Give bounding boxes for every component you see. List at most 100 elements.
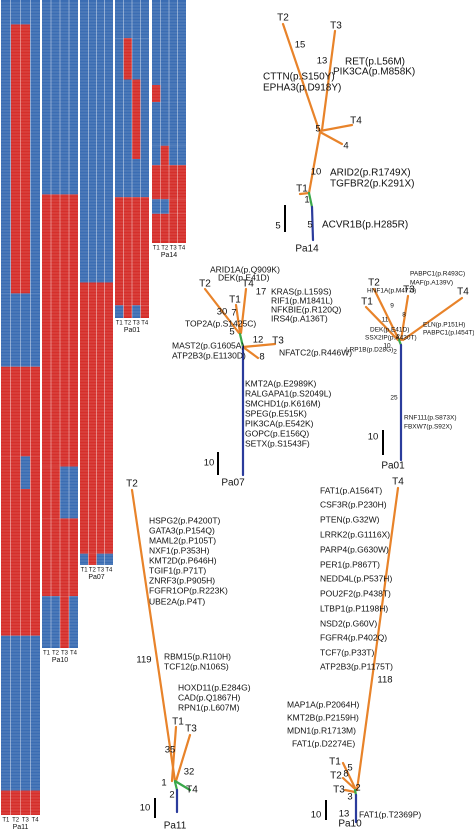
heatmap-cell-block <box>132 79 141 159</box>
heatmap-cell-block <box>123 38 132 80</box>
branch-length: 1 <box>304 195 309 206</box>
heatmap-cell-block <box>42 518 51 597</box>
tree-branch <box>239 287 248 335</box>
mutation-label: KMT2D(p.P646H) <box>149 555 217 565</box>
mutation-label: PARP4(p.G630W) <box>320 544 389 554</box>
mutation-label: TOP2A(p.S1425C) <box>185 318 256 328</box>
heatmap-cell-block <box>115 0 124 39</box>
heatmap-cell-block <box>169 102 178 146</box>
heatmap-column-label: T2 <box>124 321 132 327</box>
heatmap-cell-block <box>115 197 124 306</box>
tree-branch <box>241 345 260 360</box>
heatmap-cell-block <box>80 282 89 554</box>
heatmap-column-label: T1 <box>153 246 161 252</box>
tip-label: T3 <box>330 21 342 32</box>
mutation-label: PABPC1(p.R493C) <box>410 271 465 278</box>
mutation-label: IRS4(p.A136T) <box>271 313 328 323</box>
heatmap-cell-block <box>123 197 132 306</box>
heatmap-cell-block <box>80 553 89 565</box>
heatmap-column-label: T3 <box>133 321 141 327</box>
mutation-label: KRAS(p.L159S) <box>271 286 332 296</box>
branch-length: 8 <box>402 312 406 319</box>
branch-length: 119 <box>136 655 151 666</box>
branch-length: 118 <box>377 675 392 686</box>
heatmap-cell-block <box>152 0 161 86</box>
heatmap-cell-block <box>60 518 69 597</box>
scale-bar-label: 10 <box>311 810 322 821</box>
mutation-label: PABPC1(p.I454T) <box>423 330 474 337</box>
tree-branch <box>307 191 314 209</box>
mutation-label: TCF7(p.P33T) <box>320 647 374 657</box>
heatmap-cell-block <box>104 0 113 283</box>
heatmap-column-label: T1 <box>43 651 51 657</box>
heatmap-cell-block <box>20 0 31 25</box>
mutation-label: RBM15(p.R110H) <box>164 651 231 661</box>
heatmap-column-label: T1 <box>81 568 89 574</box>
heatmap-cell-block <box>140 0 149 39</box>
heatmap-cell-block <box>115 159 124 198</box>
heatmap-cell-block <box>10 0 21 25</box>
heatmap-cell-block <box>160 102 169 146</box>
heatmap-cell-block <box>160 145 169 166</box>
mutation-label: PIK3CA(p.E542K) <box>245 418 314 428</box>
tip-label: T1 <box>361 297 373 308</box>
tip-label: T2 <box>199 279 211 290</box>
heatmap-cell-block <box>80 0 89 283</box>
branch-length: 17 <box>256 287 267 298</box>
mutation-label: SPEG(p.E515K) <box>245 408 307 418</box>
heatmap-cell-block <box>30 635 40 791</box>
mutation-label: ARID1A(p.Q909K) <box>210 264 280 274</box>
heatmap-cell-block <box>160 0 169 86</box>
tree-branch <box>234 303 242 335</box>
mutation-label: NEDD4L(p.P537H) <box>320 573 392 583</box>
heatmap-cell-block <box>115 38 124 80</box>
mutation-label: NFATC2(p.R446W) <box>279 347 352 357</box>
tree-branch <box>310 205 315 242</box>
mutation-label: FAT1(p.D2274E) <box>292 738 355 748</box>
heatmap-cell-block <box>132 159 141 198</box>
heatmap-cell-block <box>140 197 149 306</box>
scale-bar-label: 10 <box>368 432 379 443</box>
heatmap-cell-block <box>123 79 132 159</box>
heatmap-cell-block <box>1 790 11 815</box>
branch-length: 4 <box>343 141 348 152</box>
heatmap-cell-block <box>177 0 186 86</box>
mutation-label: CAD(p.Q1867H) <box>178 692 241 702</box>
mutation-label: SSX2IP(p.A430T) <box>365 335 417 342</box>
scale-bar-label: 10 <box>204 458 215 469</box>
heatmap-column-label: T4 <box>141 321 149 327</box>
branch-length: 11 <box>382 317 389 324</box>
mutation-label: LTBP1(p.P1198H) <box>320 603 388 613</box>
branch-length: 35 <box>165 745 176 756</box>
tree-branch <box>130 488 177 783</box>
heatmap-cell-block <box>152 199 161 214</box>
heatmap-name: Pa14 <box>161 252 177 259</box>
heatmap-cell-block <box>10 456 21 489</box>
heatmap-cell-block <box>132 38 141 80</box>
branch-length: 3 <box>347 792 352 803</box>
tip-label: T1 <box>172 717 184 728</box>
scale-bar-label: 10 <box>140 803 151 814</box>
mutation-label: FGFR1OP(p.R223K) <box>149 585 228 595</box>
heatmap-name: Pa10 <box>52 657 68 664</box>
mutation-label: NXF1(p.P353H) <box>149 545 210 555</box>
branch-length: 5 <box>307 220 312 231</box>
mutation-label: LRRK2(p.G1116X) <box>320 529 390 539</box>
mutation-label: RALGAPA1(p.S2049L) <box>245 388 331 398</box>
heatmap-cell-block <box>20 456 31 489</box>
heatmap-cell-block <box>169 165 178 200</box>
heatmap-cell-block <box>1 456 11 489</box>
heatmap-cell-block <box>51 194 60 467</box>
heatmap-cell-block <box>152 145 161 166</box>
mutation-label: ZNRF3(p.P905H) <box>149 575 215 585</box>
heatmap-cell-block <box>152 102 161 146</box>
mutation-label: ATP2B3(p.E1130D) <box>172 350 246 360</box>
tip-label: T4 <box>242 279 254 290</box>
tree-branch <box>364 305 400 342</box>
heatmap-column-label: T4 <box>70 651 78 657</box>
heatmap-cell-block <box>1 635 11 791</box>
heatmap-cell-block <box>132 197 141 306</box>
tip-label: T3 <box>272 336 284 347</box>
tree-branch <box>281 22 321 132</box>
mutation-label: RNF111(p.S873X) <box>404 415 457 422</box>
